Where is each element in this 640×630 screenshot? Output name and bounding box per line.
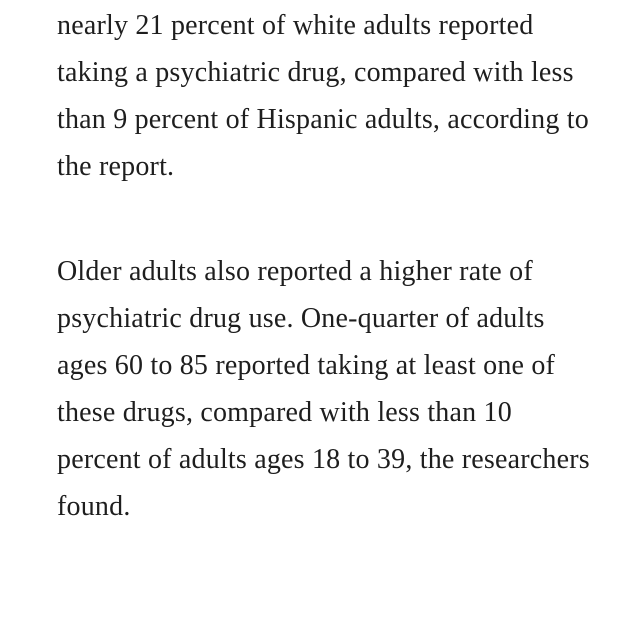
article-body: nearly 21 percent of white adults report…: [57, 10, 590, 522]
article-paragraph: nearly 21 percent of white adults report…: [57, 10, 589, 182]
article-paragraph: Older adults also reported a higher rate…: [57, 256, 590, 522]
